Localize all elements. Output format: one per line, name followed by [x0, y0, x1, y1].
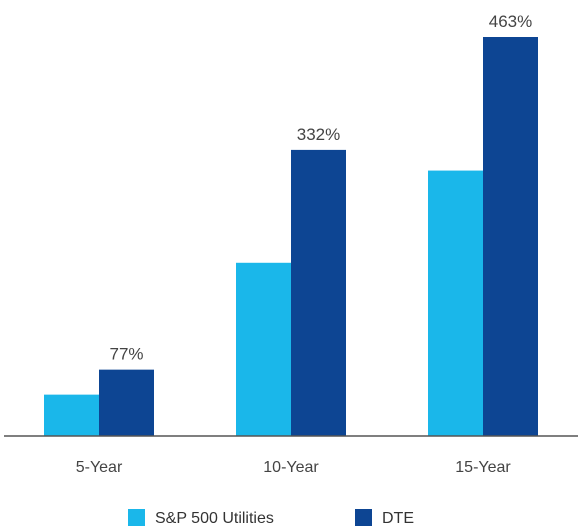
data-label-15-year: 463% — [489, 12, 532, 31]
legend-label-dte: DTE — [382, 510, 414, 527]
x-tick-label-15-year: 15-Year — [455, 459, 511, 476]
data-label-10-year: 332% — [297, 125, 340, 144]
x-tick-label-10-year: 10-Year — [263, 459, 319, 476]
bar-dte-5-year — [99, 369, 154, 436]
legend-swatch-s-p-500-utilities — [128, 509, 145, 526]
bar-dte-15-year — [483, 37, 538, 436]
bar-s-p-500-utilities-5-year — [44, 394, 99, 436]
labels-group: 77% 5-Year 332% 10-Year 463% 15-Year — [76, 12, 533, 476]
bars-group — [44, 37, 538, 436]
legend-label-s-p-500-utilities: S&P 500 Utilities — [155, 510, 274, 527]
legend: S&P 500 Utilities DTE — [128, 509, 414, 527]
data-label-5-year: 77% — [109, 345, 143, 364]
bar-dte-10-year — [291, 149, 346, 436]
legend-swatch-dte — [355, 509, 372, 526]
bar-s-p-500-utilities-10-year — [236, 262, 291, 436]
x-tick-label-5-year: 5-Year — [76, 459, 123, 476]
bar-s-p-500-utilities-15-year — [428, 170, 483, 436]
